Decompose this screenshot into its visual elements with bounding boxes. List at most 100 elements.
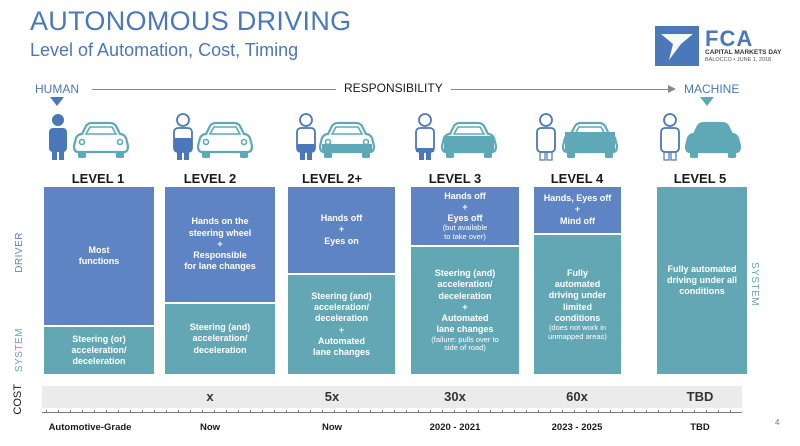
- axis-tick: [358, 410, 359, 413]
- axis-tick: [646, 410, 647, 413]
- timing-label: 2020 - 2021: [429, 422, 481, 433]
- driver-box: Hands off + Eyes off (but available to t…: [411, 187, 519, 245]
- logo-tagline: CAPITAL MARKETS DAY: [705, 49, 782, 56]
- person-icon: [173, 113, 193, 160]
- axis-tick: [682, 410, 683, 413]
- level-title: LEVEL 1: [71, 171, 125, 186]
- cost-band: [42, 386, 742, 408]
- car-icon: [440, 121, 498, 160]
- cost-value: 60x: [566, 389, 588, 404]
- axis-tick: [94, 410, 95, 413]
- machine-marker-icon: [700, 97, 714, 106]
- cost-value: 30x: [444, 389, 466, 404]
- page-title: AUTONOMOUS DRIVING: [30, 6, 352, 36]
- axis-tick: [442, 410, 443, 413]
- timing-label: Now: [321, 422, 343, 433]
- level-title: LEVEL 3: [428, 171, 482, 186]
- driver-box: Hands off + Eyes on: [288, 187, 395, 273]
- system-box: Fully automated driving under limited co…: [534, 235, 621, 374]
- axis-tick: [202, 410, 203, 413]
- level-title: LEVEL 2: [183, 171, 237, 186]
- responsibility-label: RESPONSIBILITY: [336, 81, 451, 95]
- axis-tick: [58, 410, 59, 413]
- axis-tick: [142, 410, 143, 413]
- timing-label: Now: [199, 422, 221, 433]
- person-icon: [660, 113, 680, 161]
- axis-tick: [430, 410, 431, 413]
- logo-wordmark: FCA: [705, 26, 754, 51]
- axis-tick: [118, 410, 119, 413]
- axis-tick: [478, 410, 479, 413]
- car-icon: [561, 121, 619, 160]
- person-icon: [296, 113, 316, 160]
- axis-tick: [634, 410, 635, 413]
- person-icon: [536, 113, 556, 161]
- cost-value: x: [206, 389, 214, 404]
- axis-tick: [610, 410, 611, 413]
- axis-tick: [526, 410, 527, 413]
- page-number: 4: [775, 418, 780, 427]
- axis-tick: [706, 410, 707, 413]
- axis-tick: [274, 410, 275, 413]
- axis-tick: [406, 410, 407, 413]
- axis-tick: [550, 410, 551, 413]
- machine-label: MACHINE: [684, 82, 740, 96]
- page-subtitle: Level of Automation, Cost, Timing: [30, 40, 299, 60]
- human-label: HUMAN: [35, 82, 79, 96]
- driver-box: Hands on the steering wheel + Responsibl…: [165, 187, 275, 302]
- axis-tick: [670, 410, 671, 413]
- axis-tick: [382, 410, 383, 413]
- axis-tick: [190, 410, 191, 413]
- cost-value: 5x: [324, 389, 340, 404]
- axis-tick: [562, 410, 563, 413]
- car-icon: [196, 121, 254, 160]
- car-icon: [72, 121, 130, 160]
- axis-tick: [490, 410, 491, 413]
- axis-tick: [286, 410, 287, 413]
- logo-mark-icon: [655, 26, 699, 66]
- system-box: Steering (and) acceleration/ deceleratio…: [165, 304, 275, 374]
- car-icon: [684, 121, 742, 160]
- axis-tick: [82, 410, 83, 413]
- cost-value: TBD: [686, 389, 714, 404]
- axis-tick: [622, 410, 623, 413]
- axis-tick: [46, 410, 47, 413]
- axis-tick: [214, 410, 215, 413]
- axis-tick: [538, 410, 539, 413]
- system-box: Steering (or) acceleration/ deceleration: [44, 327, 154, 374]
- axis-tick: [394, 410, 395, 413]
- axis-tick: [334, 410, 335, 413]
- level-title: LEVEL 2+: [301, 171, 363, 186]
- axis-tick: [346, 410, 347, 413]
- driver-box: Hands, Eyes off + Mind off: [534, 187, 621, 233]
- driver-axis-label: DRIVER: [14, 232, 25, 273]
- axis-tick: [574, 410, 575, 413]
- axis-tick: [238, 410, 239, 413]
- person-icon: [415, 113, 435, 160]
- fca-logo: FCA CAPITAL MARKETS DAY BALOCCO • JUNE 1…: [655, 26, 781, 66]
- axis-tick: [130, 410, 131, 413]
- axis-tick: [418, 410, 419, 413]
- axis-tick: [658, 410, 659, 413]
- timing-axis: [42, 412, 742, 413]
- system-box: Steering (and) acceleration/ deceleratio…: [288, 275, 395, 374]
- human-marker-icon: [50, 97, 64, 106]
- driver-box: Most functions: [44, 187, 154, 325]
- arrow-right-icon: [668, 85, 676, 93]
- timing-label: 2023 - 2025: [551, 422, 603, 433]
- axis-tick: [262, 410, 263, 413]
- person-icon: [49, 114, 67, 160]
- axis-tick: [298, 410, 299, 413]
- axis-tick: [454, 410, 455, 413]
- level-title: LEVEL 4: [550, 171, 604, 186]
- system-box: Steering (and) acceleration/ deceleratio…: [411, 247, 519, 374]
- axis-tick: [466, 410, 467, 413]
- axis-tick: [370, 410, 371, 413]
- axis-tick: [310, 410, 311, 413]
- system-axis-label: SYSTEM: [14, 328, 25, 373]
- car-icon: [318, 121, 376, 160]
- axis-tick: [502, 410, 503, 413]
- axis-tick: [730, 410, 731, 413]
- axis-tick: [322, 410, 323, 413]
- timing-label: Automotive-Grade: [48, 422, 132, 433]
